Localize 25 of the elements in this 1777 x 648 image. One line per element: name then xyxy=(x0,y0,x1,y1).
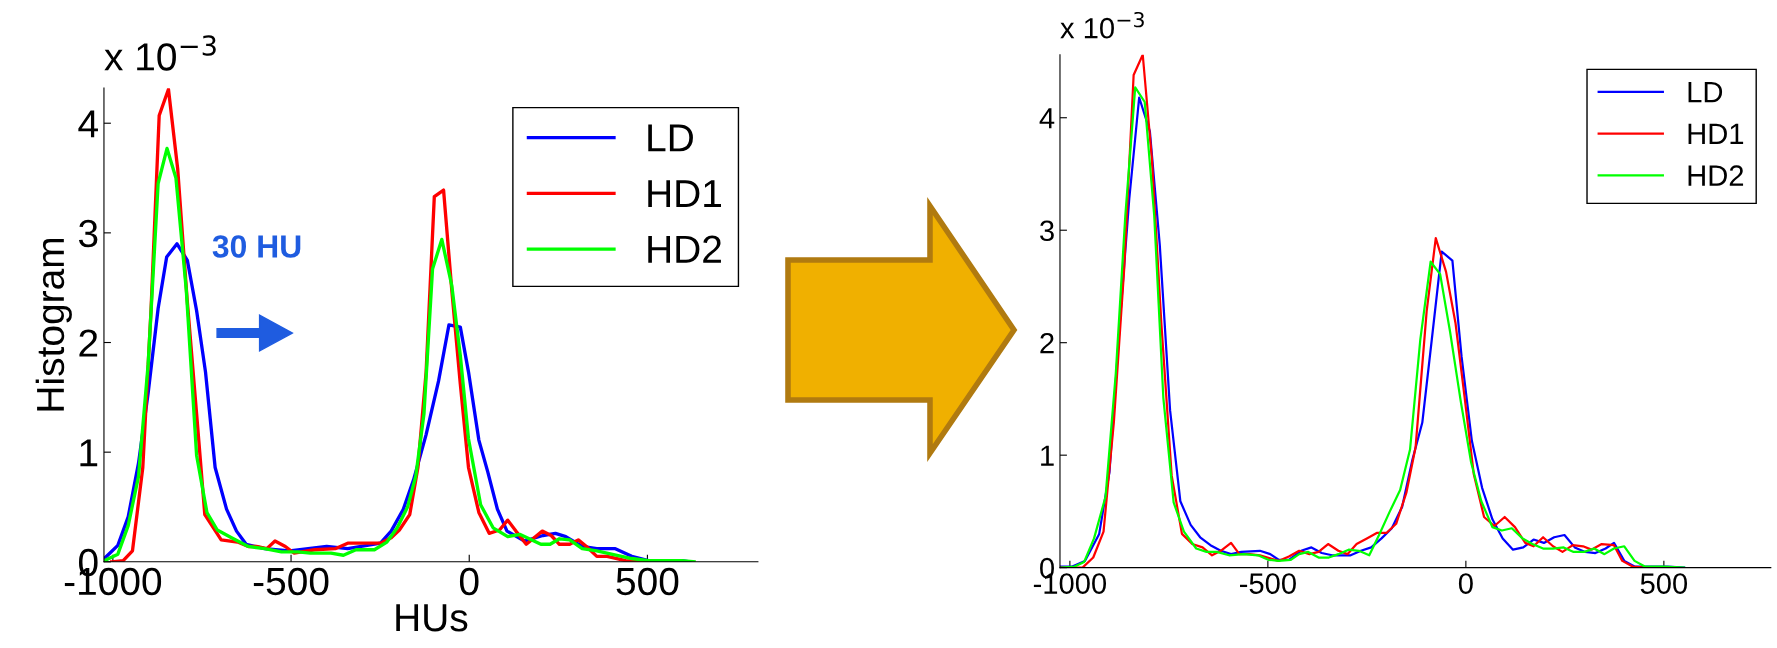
x-tick-label: 0 xyxy=(459,567,479,596)
y-axis-title: Histogram xyxy=(35,238,72,411)
legend-label: HD2 xyxy=(1688,165,1744,186)
legend-label: HD1 xyxy=(648,180,721,208)
x-axis-title: HUs xyxy=(396,604,468,632)
y-tick-label: 1 xyxy=(80,439,98,467)
y-tick-label: 4 xyxy=(1039,108,1055,129)
legend-label: LD xyxy=(1688,82,1723,103)
legend-label: HD1 xyxy=(1688,123,1744,144)
x-tick-label: -500 xyxy=(1239,573,1296,594)
y-tick-label: 2 xyxy=(79,329,98,357)
x-tick-label: 500 xyxy=(616,567,679,596)
text: x 10$^{−3}$ xyxy=(104,35,216,71)
y-tick-label: 3 xyxy=(78,219,98,248)
x-tick-label: 500 xyxy=(1640,573,1688,594)
x-tick-label: -500 xyxy=(253,567,329,596)
annotation: 30 HU xyxy=(212,235,301,258)
y-tick-label: 3 xyxy=(1040,220,1054,242)
y-tick-label: 2 xyxy=(1040,332,1054,354)
y-tick-label: 4 xyxy=(78,110,98,138)
y-tick-label: 1 xyxy=(1041,445,1054,466)
text: x 10$^{−3}$ xyxy=(1060,11,1144,39)
x-tick-label: 0 xyxy=(1458,573,1473,594)
legend-label: LD xyxy=(648,124,693,152)
legend-label: HD2 xyxy=(648,235,721,263)
